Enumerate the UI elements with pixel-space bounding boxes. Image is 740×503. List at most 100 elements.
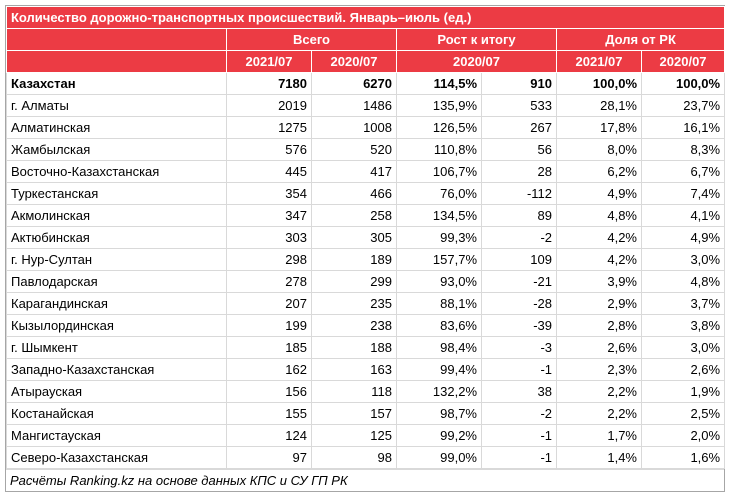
- blank: [6, 50, 227, 73]
- value-cell: 155: [226, 402, 312, 425]
- value-cell: 4,2%: [556, 248, 642, 271]
- value-cell: -39: [481, 314, 557, 337]
- period-header: 2020/07: [396, 50, 557, 73]
- value-cell: 38: [481, 380, 557, 403]
- value-cell: 156: [226, 380, 312, 403]
- value-cell: 185: [226, 336, 312, 359]
- value-cell: 98: [311, 446, 397, 469]
- title: Количество дорожно-транспортных происшес…: [5, 6, 726, 29]
- value-cell: 2,8%: [556, 314, 642, 337]
- value-cell: 4,1%: [640, 204, 726, 227]
- data-row: Западно-Казахстанская 162 163 99,4% -1 2,3% 2,…: [6, 358, 726, 381]
- value-cell: 3,7%: [640, 292, 726, 315]
- value-cell: 305: [311, 226, 397, 249]
- value-cell: 83,6%: [396, 314, 482, 337]
- period-header: 2020/07: [311, 50, 397, 73]
- value-cell: -2: [481, 226, 557, 249]
- value-cell: -1: [481, 358, 557, 381]
- value-cell: 6270: [311, 72, 397, 95]
- value-cell: 1,6%: [640, 446, 726, 469]
- region-cell: Северо-Казахстанская: [6, 446, 227, 469]
- value-cell: 132,2%: [396, 380, 482, 403]
- value-cell: 417: [311, 160, 397, 183]
- value-cell: 118: [311, 380, 397, 403]
- data-row: Жамбылская 576 520 110,8% 56 8,0% 8,3%: [6, 138, 726, 161]
- value-cell: 1008: [311, 116, 397, 139]
- value-cell: 126,5%: [396, 116, 482, 139]
- region-cell: г. Нур-Султан: [6, 248, 227, 271]
- value-cell: 163: [311, 358, 397, 381]
- data-row: Северо-Казахстанская 97 98 99,0% -1 1,4% 1,6%: [6, 446, 726, 469]
- value-cell: 157: [311, 402, 397, 425]
- region-cell: г. Шымкент: [6, 336, 227, 359]
- value-cell: 99,0%: [396, 446, 482, 469]
- value-cell: 4,9%: [556, 182, 642, 205]
- value-cell: 162: [226, 358, 312, 381]
- value-cell: 7,4%: [640, 182, 726, 205]
- value-cell: 199: [226, 314, 312, 337]
- region-cell: Атырауская: [6, 380, 227, 403]
- value-cell: 2,5%: [640, 402, 726, 425]
- value-cell: 258: [311, 204, 397, 227]
- value-cell: 56: [481, 138, 557, 161]
- data-row: Павлодарская 278 299 93,0% -21 3,9% 4,8%: [6, 270, 726, 293]
- value-cell: 533: [481, 94, 557, 117]
- region-cell: Акмолинская: [6, 204, 227, 227]
- region-cell: Казахстан: [6, 72, 227, 95]
- value-cell: 910: [481, 72, 557, 95]
- value-cell: 298: [226, 248, 312, 271]
- data-row: Акмолинская 347 258 134,5% 89 4,8% 4,1%: [6, 204, 726, 227]
- value-cell: 6,2%: [556, 160, 642, 183]
- value-cell: 1,9%: [640, 380, 726, 403]
- data-row: Актюбинская 303 305 99,3% -2 4,2% 4,9%: [6, 226, 726, 249]
- region-cell: Алматинская: [6, 116, 227, 139]
- value-cell: 8,3%: [640, 138, 726, 161]
- value-cell: 88,1%: [396, 292, 482, 315]
- value-cell: 445: [226, 160, 312, 183]
- region-cell: Актюбинская: [6, 226, 227, 249]
- value-cell: 267: [481, 116, 557, 139]
- value-cell: 157,7%: [396, 248, 482, 271]
- value-cell: 354: [226, 182, 312, 205]
- value-cell: 76,0%: [396, 182, 482, 205]
- value-cell: 114,5%: [396, 72, 482, 95]
- value-cell: 23,7%: [640, 94, 726, 117]
- value-cell: 1,7%: [556, 424, 642, 447]
- region-cell: Жамбылская: [6, 138, 227, 161]
- value-cell: 303: [226, 226, 312, 249]
- value-cell: 4,8%: [640, 270, 726, 293]
- region-cell: Павлодарская: [6, 270, 227, 293]
- value-cell: 3,8%: [640, 314, 726, 337]
- value-cell: 93,0%: [396, 270, 482, 293]
- value-cell: -28: [481, 292, 557, 315]
- value-cell: 347: [226, 204, 312, 227]
- data-row: Казахстан 7180 6270 114,5% 910 100,0% 100,0%: [6, 72, 726, 95]
- value-cell: 238: [311, 314, 397, 337]
- region-cell: Туркестанская: [6, 182, 227, 205]
- value-cell: -1: [481, 424, 557, 447]
- value-cell: 2,6%: [640, 358, 726, 381]
- value-cell: 1,4%: [556, 446, 642, 469]
- value-cell: 3,9%: [556, 270, 642, 293]
- data-row: Кызылординская 199 238 83,6% -39 2,8% 3,8%: [6, 314, 726, 337]
- value-cell: -21: [481, 270, 557, 293]
- period-header: 2021/07: [556, 50, 642, 73]
- data-row: Костанайская 155 157 98,7% -2 2,2% 2,5%: [6, 402, 726, 425]
- value-cell: 99,3%: [396, 226, 482, 249]
- data-row: г. Алматы 2019 1486 135,9% 533 28,1% 23,7%: [6, 94, 726, 117]
- value-cell: 466: [311, 182, 397, 205]
- value-cell: 100,0%: [556, 72, 642, 95]
- value-cell: 17,8%: [556, 116, 642, 139]
- value-cell: 98,4%: [396, 336, 482, 359]
- value-cell: 135,9%: [396, 94, 482, 117]
- value-cell: 16,1%: [640, 116, 726, 139]
- region-cell: Западно-Казахстанская: [6, 358, 227, 381]
- data-row: Восточно-Казахстанская 445 417 106,7% 28 6,2%…: [6, 160, 726, 183]
- value-cell: 100,0%: [640, 72, 726, 95]
- value-cell: -2: [481, 402, 557, 425]
- table-body: Количество дорожно-транспортных происшес…: [5, 6, 726, 469]
- value-cell: 2,9%: [556, 292, 642, 315]
- value-cell: 576: [226, 138, 312, 161]
- group-header: Всего: [226, 28, 397, 51]
